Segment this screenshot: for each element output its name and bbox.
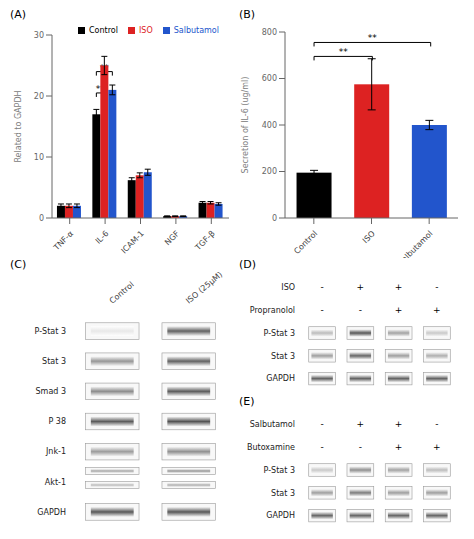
svg-text:TGF-β: TGF-β <box>193 229 217 253</box>
svg-text:ISO: ISO <box>281 283 295 292</box>
svg-text:P 38: P 38 <box>48 417 66 426</box>
svg-text:IL-6: IL-6 <box>94 229 111 246</box>
svg-text:+: + <box>395 442 403 452</box>
svg-text:20: 20 <box>34 92 44 101</box>
svg-text:ICAM-1: ICAM-1 <box>119 229 145 255</box>
svg-text:P-Stat 3: P-Stat 3 <box>264 466 295 475</box>
html-text:Control: Control <box>89 26 118 35</box>
svg-text:200: 200 <box>262 167 277 176</box>
html-text:(C): (C) <box>10 258 27 271</box>
svg-text:Salbutamol: Salbutamol <box>396 229 434 258</box>
svg-text:-: - <box>321 419 324 429</box>
svg-text:**: ** <box>368 33 378 43</box>
svg-text:TNF-α: TNF-α <box>51 229 75 253</box>
svg-text:Related to GAPDH: Related to GAPDH <box>14 90 23 162</box>
svg-text:600: 600 <box>262 74 277 83</box>
svg-text:Stat 3: Stat 3 <box>42 357 66 366</box>
svg-text:Control: Control <box>292 229 319 256</box>
svg-text:+: + <box>433 442 441 452</box>
svg-text:Stat 3: Stat 3 <box>271 489 295 498</box>
svg-text:-: - <box>321 282 324 292</box>
html-text:Salbutamol: Salbutamol <box>173 26 219 35</box>
svg-text:Control: Control <box>108 280 136 305</box>
html-text:(E): (E) <box>239 395 255 408</box>
svg-text:0: 0 <box>39 214 44 223</box>
svg-text:+: + <box>357 419 365 429</box>
svg-text:Akt-1: Akt-1 <box>45 478 66 487</box>
svg-text:P-Stat 3: P-Stat 3 <box>35 327 66 336</box>
svg-text:-: - <box>359 442 362 452</box>
html-text:(B): (B) <box>239 8 256 21</box>
svg-text:**: ** <box>339 47 349 57</box>
svg-text:Propranolol: Propranolol <box>250 306 295 315</box>
svg-text:Jnk-1: Jnk-1 <box>45 447 66 456</box>
svg-text:+: + <box>433 305 441 315</box>
svg-text:+: + <box>395 282 403 292</box>
svg-text:+: + <box>395 305 403 315</box>
svg-text:GAPDH: GAPDH <box>266 511 295 520</box>
svg-text:GAPDH: GAPDH <box>266 374 295 383</box>
html-text:(D): (D) <box>239 258 257 271</box>
svg-text:GAPDH: GAPDH <box>37 508 66 517</box>
svg-text:+: + <box>395 419 403 429</box>
svg-text:Smad 3: Smad 3 <box>36 387 66 396</box>
svg-text:400: 400 <box>262 121 277 130</box>
svg-text:-: - <box>435 419 438 429</box>
html-text:ISO: ISO <box>139 26 153 35</box>
svg-text:10: 10 <box>34 153 44 162</box>
svg-text:P-Stat 3: P-Stat 3 <box>264 329 295 338</box>
svg-text:+: + <box>357 282 365 292</box>
svg-text:Butoxamine: Butoxamine <box>247 443 295 452</box>
svg-text:Salbutamol: Salbutamol <box>250 420 295 429</box>
svg-text:30: 30 <box>34 31 44 40</box>
svg-text:Stat 3: Stat 3 <box>271 352 295 361</box>
svg-text:ISO: ISO <box>361 229 377 245</box>
svg-text:NGF: NGF <box>163 229 182 248</box>
svg-text:ISO (25μM): ISO (25μM) <box>184 272 224 306</box>
svg-text:800: 800 <box>262 28 277 37</box>
html-text:(A): (A) <box>10 8 27 21</box>
svg-text:Secretion of IL-6 (ug/ml): Secretion of IL-6 (ug/ml) <box>241 77 250 174</box>
svg-text:-: - <box>321 442 324 452</box>
svg-text:0: 0 <box>272 214 277 223</box>
svg-text:-: - <box>321 305 324 315</box>
svg-text:-: - <box>359 305 362 315</box>
svg-text:-: - <box>435 282 438 292</box>
